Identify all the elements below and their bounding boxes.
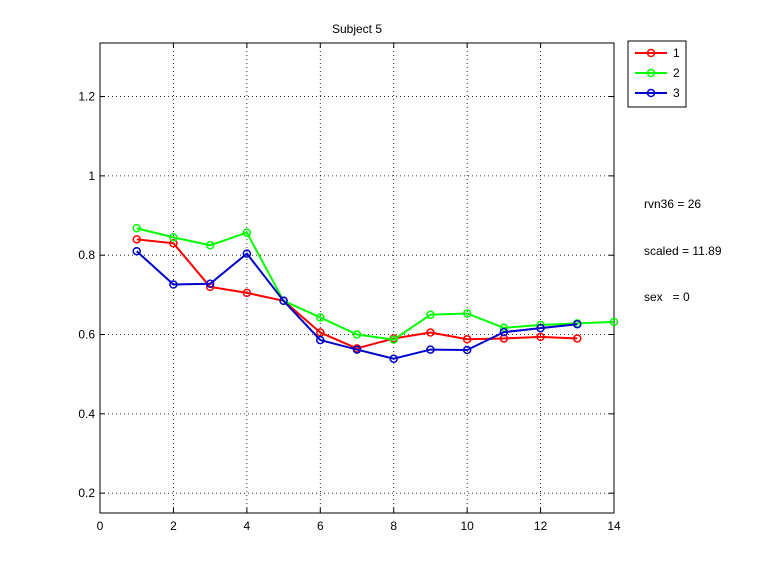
data-point <box>132 223 141 233</box>
data-point <box>499 327 509 337</box>
data-point <box>169 233 178 242</box>
data-point <box>426 345 435 354</box>
data-point <box>352 330 362 339</box>
data-point <box>316 335 325 345</box>
y-tick-label: 1.2 <box>78 90 95 104</box>
legend-item-2: 2 <box>635 66 680 80</box>
data-point <box>205 279 215 289</box>
data-point <box>352 345 362 354</box>
data-point <box>242 249 252 258</box>
x-tick-label: 4 <box>244 519 251 533</box>
annotation-line-scaled: scaled = 11.89 <box>644 243 722 258</box>
legend-swatch-marker <box>646 68 656 78</box>
axes-box <box>99 42 615 514</box>
legend-item-3: 3 <box>635 86 680 100</box>
x-tick-label: 8 <box>390 519 397 533</box>
data-point <box>462 345 472 355</box>
y-tick-label: 1 <box>88 169 95 183</box>
data-point <box>132 235 141 244</box>
data-point <box>389 335 398 344</box>
x-tick-label: 6 <box>317 519 324 533</box>
data-point <box>316 313 325 322</box>
data-point <box>242 228 252 237</box>
data-point <box>573 334 582 343</box>
legend-label: 2 <box>673 66 680 80</box>
data-point <box>279 296 288 306</box>
x-tick-label: 14 <box>607 519 621 533</box>
data-point <box>242 288 252 298</box>
series-3 <box>132 246 582 363</box>
x-tick-label: 12 <box>534 519 548 533</box>
legend: 1 2 3 <box>627 40 687 108</box>
legend-item-1: 1 <box>635 46 680 60</box>
x-tick-label: 10 <box>460 519 474 533</box>
legend-label: 3 <box>673 86 680 100</box>
data-point <box>573 319 582 329</box>
x-tick-label: 0 <box>97 519 104 533</box>
data-point <box>132 246 141 256</box>
x-tick-label: 2 <box>170 519 177 533</box>
y-tick-label: 0.6 <box>78 328 95 342</box>
data-point <box>536 332 545 342</box>
annotation-line-rvn36: rvn36 = 26 <box>644 197 702 211</box>
y-tick-label: 0.8 <box>78 248 95 262</box>
chart-title: Subject 5 <box>332 22 382 36</box>
plot-area <box>100 43 614 513</box>
data-point <box>462 309 472 318</box>
legend-label: 1 <box>673 46 680 60</box>
annotation-line-sex: sex = 0 <box>644 290 690 304</box>
legend-swatch-marker <box>646 88 656 98</box>
data-point <box>205 241 215 250</box>
series-line-2 <box>136 227 615 341</box>
data-point <box>169 280 178 289</box>
annotation-text: rvn36 = 26 scaled = 11.89 sex = 0 <box>644 166 722 337</box>
data-point <box>462 335 472 344</box>
data-point <box>389 354 398 363</box>
legend-swatch-marker <box>646 48 656 58</box>
y-tick-label: 0.4 <box>78 407 95 421</box>
data-point <box>426 328 435 337</box>
y-tick-label: 0.2 <box>78 486 95 500</box>
data-point <box>169 239 178 248</box>
series-line-3 <box>136 250 578 360</box>
data-point <box>609 317 619 327</box>
data-point <box>536 323 545 333</box>
data-point <box>426 310 435 319</box>
